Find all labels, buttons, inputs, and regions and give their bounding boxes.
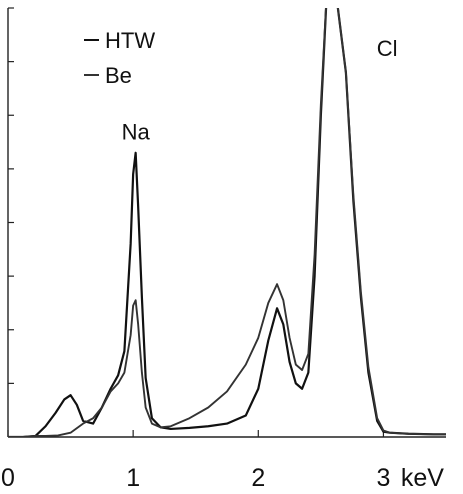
x-axis-unit-label: keV [401, 464, 444, 492]
x-tick-label: 3 [376, 464, 390, 492]
series-layer [8, 8, 446, 437]
legend-label-be: Be [105, 63, 132, 88]
x-tick-label: 1 [126, 464, 140, 492]
series-line-be [8, 8, 446, 437]
series-line-htw [8, 8, 446, 437]
x-tick-label: 2 [251, 464, 265, 492]
annotation-na: Na [122, 119, 151, 144]
annotation-cl: Cl [377, 36, 398, 61]
legend-label-htw: HTW [105, 28, 155, 53]
legend-layer: HTW Be [84, 28, 155, 88]
annotation-layer: Na Cl [122, 36, 398, 144]
axes-layer: 0 1 2 3 keV [1, 7, 446, 492]
x-tick-label: 0 [1, 464, 15, 492]
